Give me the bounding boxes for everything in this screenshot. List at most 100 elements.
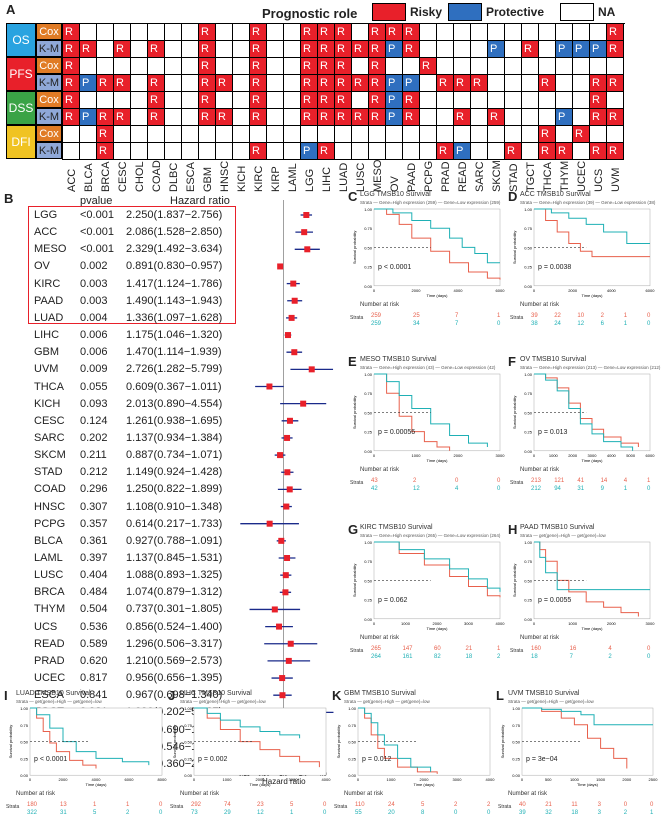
km-legend: Strata — get(gene)=High — get(gene)=low <box>16 699 102 704</box>
km-legend: Strata — Gene=High expression (213) — Ge… <box>520 365 661 370</box>
grid-cell-thca-row3: R <box>539 75 556 92</box>
grid-cell-sarc-row6 <box>471 126 488 143</box>
risk-high: 22 <box>554 312 561 319</box>
grid-cell-ucec-row6: R <box>573 126 590 143</box>
hr-point-lusc <box>282 572 289 579</box>
cancer-cell: CESC <box>34 414 65 427</box>
hr-cell: 0.609(0.367−1.011) <box>126 380 222 393</box>
grid-cell-paad-row5: R <box>403 109 420 126</box>
km-curve-high <box>374 541 501 598</box>
grid-cell-uvm-row5: R <box>607 109 624 126</box>
risk-high: 10 <box>577 312 585 319</box>
grid-cell-gbm-row5: R <box>199 109 216 126</box>
hr-point-ucs <box>276 623 283 630</box>
km-plot-area <box>521 707 654 776</box>
grid-cell-kirc-row5: R <box>250 109 267 126</box>
y-tick-label: 0.75 <box>512 723 521 728</box>
risk-low: 94 <box>554 485 561 492</box>
x-tick-label: 4000 <box>607 288 617 293</box>
grid-cell-chol-row0 <box>131 24 148 41</box>
p-value: p = 0.062 <box>378 597 408 605</box>
cancer-label-ucs: UCS <box>593 168 605 192</box>
km-legend: Strata — Gene=High expression (39) — Gen… <box>520 200 656 205</box>
hr-cell: 2.250(1.837−2.756) <box>126 209 223 221</box>
legend-na-swatch <box>560 3 594 21</box>
risk-high: 40 <box>519 802 526 809</box>
grid-cell-skcm-row5: R <box>488 109 505 126</box>
grid-cell-brca-row2 <box>97 58 114 75</box>
risk-low: 6 <box>600 320 604 327</box>
number-at-risk-label: Number at risk <box>360 466 400 473</box>
hr-point-cesc <box>286 417 293 424</box>
grid-cell-lgg-row0: R <box>301 24 318 41</box>
p-value: p = 0.012 <box>362 756 392 764</box>
hr-cell: 1.296(0.506−3.317) <box>126 637 223 650</box>
grid-cell-acc-row2: R <box>63 58 80 75</box>
x-tick-label: 6000 <box>125 777 135 782</box>
grid-cell-sarc-row0 <box>471 24 488 41</box>
km-plot-area <box>533 208 651 287</box>
km-curve-low <box>522 707 653 726</box>
grid-cell-thym-row6 <box>556 126 573 143</box>
x-tick-label: 6000 <box>646 453 656 458</box>
risk-high: 25 <box>413 312 420 319</box>
pvalue-cell: 0.009 <box>80 363 108 376</box>
risk-high: 41 <box>577 477 585 484</box>
grid-cell-hnsc-row6 <box>216 126 233 143</box>
y-tick-label: 0.00 <box>184 773 193 778</box>
risk-low: 0 <box>497 320 501 327</box>
grid-cell-lusc-row2 <box>352 58 369 75</box>
km-plot: 1.00 0.75 0.50 0.25 0.000 1000 2000 3000 Time (d… <box>352 372 505 463</box>
pvalue-cell: 0.296 <box>80 483 108 496</box>
cancer-label-tgct: TGCT <box>525 162 537 192</box>
cancer-cell: KICH <box>34 397 61 410</box>
strata-label: Strata <box>350 314 364 321</box>
y-tick-label: 0.50 <box>512 740 521 745</box>
grid-cell-kich-row7 <box>233 143 250 160</box>
risk-low: 0 <box>454 810 458 817</box>
grid-cell-gbm-row1: R <box>199 41 216 58</box>
method-cox-pfs: Cox <box>36 57 62 74</box>
risk-high: 0 <box>647 645 651 652</box>
grid-cell-thca-row0 <box>539 24 556 41</box>
pvalue-cell: 0.357 <box>80 517 108 530</box>
grid-cell-prad-row4 <box>437 92 454 109</box>
grid-cell-blca-row4 <box>80 92 97 109</box>
y-axis-label: Survival probability <box>512 231 517 265</box>
legend-protective-label: Protective <box>486 5 545 19</box>
grid-cell-thca-row2 <box>539 58 556 75</box>
grid-cell-luad-row1: R <box>335 41 352 58</box>
pvalue-cell: 0.003 <box>80 277 108 290</box>
cancer-cell: LIHC <box>34 329 60 342</box>
x-tick-label: 8000 <box>158 777 168 782</box>
cancer-cell: MESO <box>34 243 67 256</box>
km-plot: 1.00 0.75 0.50 0.25 0.000 2000 4000 6000 8000 Tim… <box>8 706 168 787</box>
hr-point-prad <box>285 657 292 664</box>
method-cox-os: Cox <box>36 23 62 40</box>
grid-cell-luad-row3: R <box>335 75 352 92</box>
risk-low: 2 <box>126 810 130 817</box>
x-axis-label: Time (days) <box>577 782 599 787</box>
pvalue-cell: 0.093 <box>80 397 108 410</box>
km-panel-h: H PAAD TMSB10 Survival Strata — get(gene)=… <box>508 522 658 684</box>
risk-low: 31 <box>60 810 67 817</box>
grid-cell-brca-row4 <box>97 92 114 109</box>
risk-low: 264 <box>371 653 382 660</box>
number-at-risk-label: Number at risk <box>520 466 560 473</box>
km-curve-high <box>358 707 438 774</box>
grid-cell-blca-row3: P <box>80 75 97 92</box>
grid-cell-dlbc-row1 <box>165 41 182 58</box>
risk-low: 0 <box>159 810 163 817</box>
hr-cell: 0.967(0.698−1.340) <box>126 689 223 702</box>
method-cox-dss: Cox <box>36 91 62 108</box>
km-plot-area <box>373 541 501 620</box>
x-tick-label: 0 <box>373 453 376 458</box>
grid-cell-lihc-row3: R <box>318 75 335 92</box>
km-legend: Strata — get(gene)=High — get(gene)=low <box>180 699 266 704</box>
number-at-risk-label: Number at risk <box>520 301 560 308</box>
pvalue-cell: 0.504 <box>80 603 108 616</box>
km-curve-high <box>374 373 451 451</box>
risk-high: 0 <box>323 802 327 809</box>
grid-cell-kich-row2 <box>233 58 250 75</box>
grid-cell-luad-row0: R <box>335 24 352 41</box>
